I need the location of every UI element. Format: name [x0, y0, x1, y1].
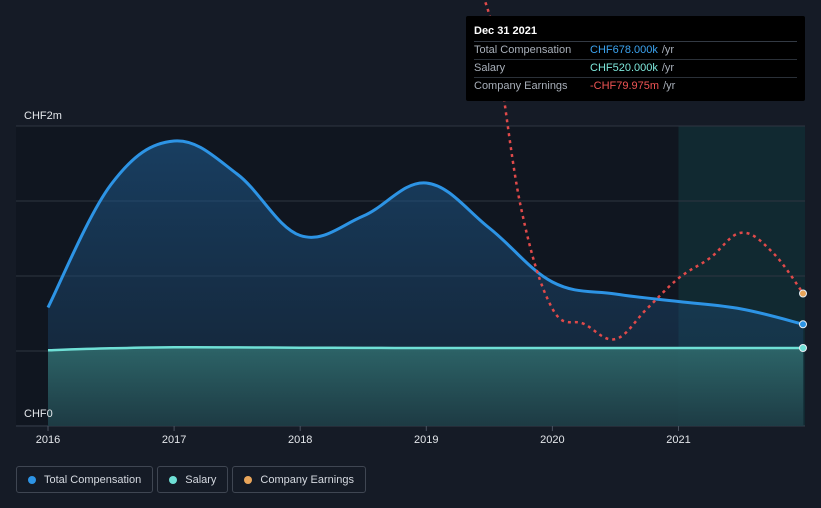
x-tick-label: 2017: [162, 434, 186, 446]
legend: Total Compensation Salary Company Earnin…: [16, 466, 370, 493]
x-tick-label: 2021: [666, 434, 690, 446]
salary-line: [47, 345, 804, 352]
y-tick-label: CHF2m: [24, 110, 62, 122]
legend-label: Salary: [185, 473, 217, 486]
legend-label: Company Earnings: [260, 473, 354, 486]
legend-dot-icon: [28, 475, 36, 484]
legend-item-company-earnings[interactable]: Company Earnings: [232, 466, 366, 493]
company-earnings-line: [482, 0, 805, 341]
tooltip-label: Company Earnings: [474, 80, 568, 92]
x-axis-labels: 2016 2017 2018 2019 2020 2021: [36, 426, 691, 446]
tooltip-value: -CHF79.975m: [590, 80, 660, 92]
tooltip-row-total-compensation: Total Compensation CHF678.000k /yr: [474, 42, 797, 60]
x-tick-label: 2016: [36, 434, 60, 446]
legend-item-salary[interactable]: Salary: [157, 466, 229, 493]
tooltip-row-company-earnings: Company Earnings -CHF79.975m /yr: [474, 78, 797, 95]
company-earnings-end-marker: [799, 289, 807, 298]
legend-label: Total Compensation: [44, 473, 142, 486]
x-tick-label: 2020: [540, 434, 564, 446]
tooltip-unit: /yr: [661, 44, 675, 56]
x-tick-label: 2018: [288, 434, 312, 446]
legend-dot-icon: [244, 475, 253, 484]
tooltip-label: Total Compensation: [474, 44, 572, 56]
total-compensation-end-marker: [799, 320, 807, 329]
tooltip-unit: /yr: [661, 62, 675, 74]
tooltip-label: Salary: [474, 62, 506, 74]
y-axis-labels: CHF2m CHF0: [24, 110, 62, 420]
salary-end-marker: [799, 344, 807, 352]
tooltip-value: CHF678.000k: [590, 44, 658, 56]
salary-area: [48, 347, 804, 426]
x-tick-label: 2019: [414, 434, 438, 446]
legend-item-total-compensation[interactable]: Total Compensation: [16, 466, 154, 493]
tooltip: Dec 31 2021 Total Compensation CHF678.00…: [466, 16, 805, 101]
tooltip-row-salary: Salary CHF520.000k /yr: [474, 60, 797, 78]
total-compensation-line: [46, 139, 804, 326]
tooltip-unit: /yr: [663, 80, 676, 92]
y-tick-label: CHF0: [24, 408, 53, 420]
legend-dot-icon: [169, 475, 178, 484]
tooltip-value: CHF520.000k: [590, 62, 658, 74]
end-markers: [799, 289, 807, 352]
tooltip-date: Dec 31 2021: [474, 23, 797, 42]
